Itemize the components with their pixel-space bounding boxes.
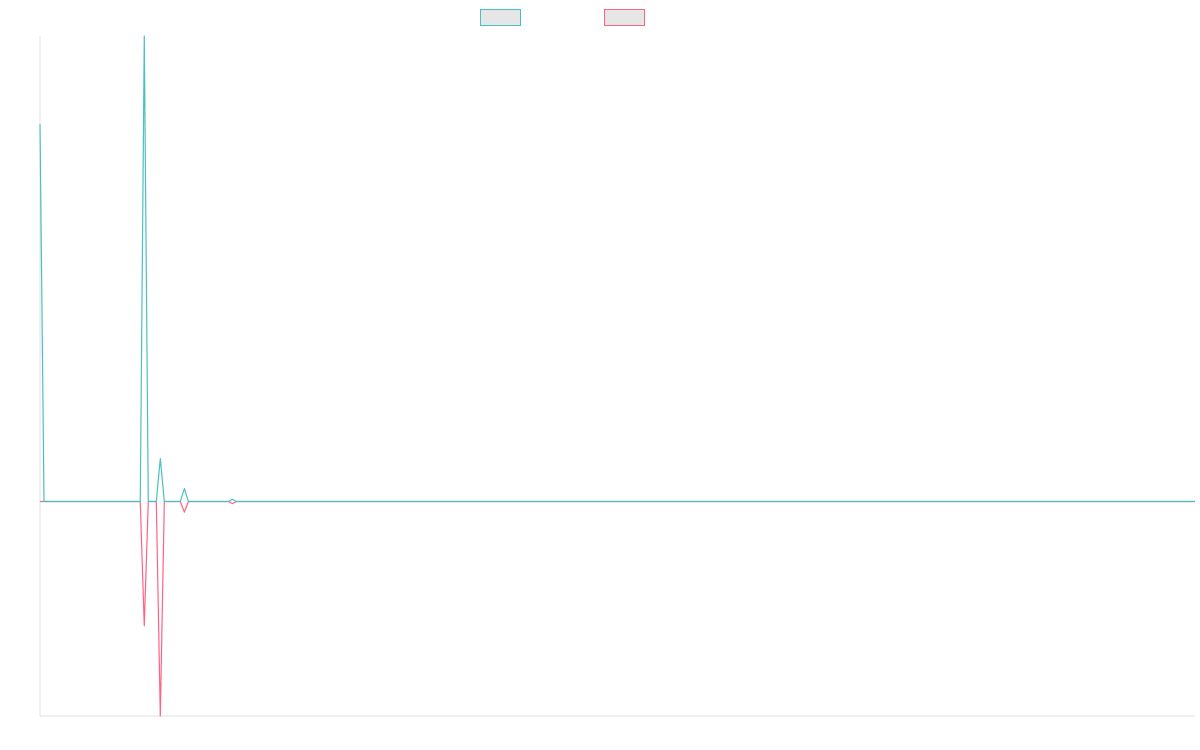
legend-swatch-series-2 bbox=[604, 9, 645, 26]
legend-swatch-series-1 bbox=[480, 9, 521, 26]
legend[interactable] bbox=[0, 9, 1200, 27]
series-line-2[interactable] bbox=[40, 500, 1195, 717]
series-line-1[interactable] bbox=[39, 35, 1195, 503]
